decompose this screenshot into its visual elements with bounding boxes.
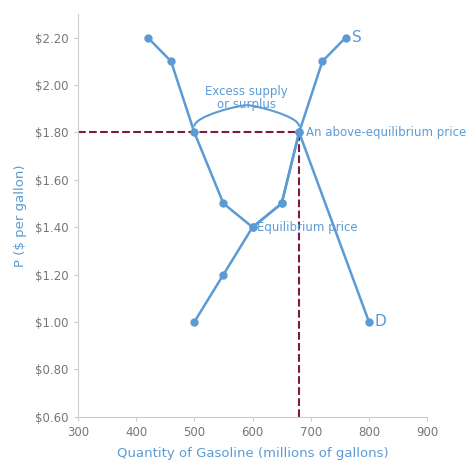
- Text: S: S: [352, 30, 361, 45]
- Text: Excess supply: Excess supply: [205, 85, 288, 98]
- Text: An above-equilibrium price: An above-equilibrium price: [306, 126, 466, 139]
- Text: Equilibrium price: Equilibrium price: [257, 221, 358, 234]
- Text: D: D: [375, 314, 387, 329]
- Text: or surplus: or surplus: [217, 98, 276, 111]
- Y-axis label: P ($ per gallon): P ($ per gallon): [14, 164, 27, 266]
- X-axis label: Quantity of Gasoline (millions of gallons): Quantity of Gasoline (millions of gallon…: [117, 447, 388, 460]
